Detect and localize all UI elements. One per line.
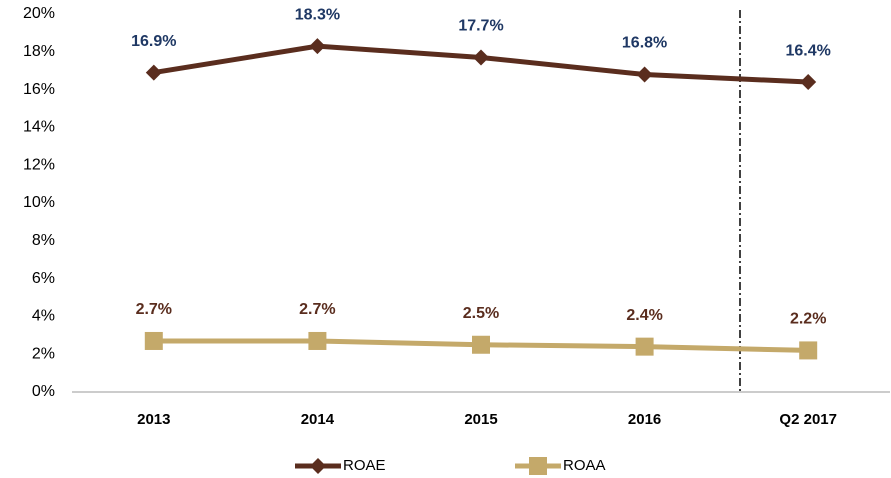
legend-label: ROAE (343, 457, 386, 474)
data-point (308, 331, 327, 350)
x-tick-label: 2016 (628, 411, 661, 428)
data-label: 16.9% (131, 33, 176, 50)
data-point (473, 49, 489, 66)
data-label: 17.7% (458, 18, 503, 35)
y-tick-label: 20% (23, 5, 55, 22)
x-tick-label: 2015 (464, 411, 497, 428)
y-tick-label: 18% (23, 43, 55, 60)
data-point (799, 341, 818, 360)
data-label: 16.8% (622, 35, 667, 52)
x-tick-label: Q2 2017 (779, 411, 837, 428)
data-label: 2.7% (136, 301, 172, 318)
x-tick-label: 2013 (137, 411, 170, 428)
data-point (635, 337, 654, 356)
y-tick-label: 12% (23, 156, 55, 173)
data-label: 2.4% (626, 307, 662, 324)
y-tick-label: 0% (32, 383, 55, 400)
data-point (472, 335, 490, 354)
data-point (800, 74, 817, 91)
y-tick-label: 6% (32, 270, 55, 287)
legend-label: ROAA (563, 457, 606, 474)
data-point (145, 64, 162, 81)
data-point (144, 331, 163, 350)
legend-marker (310, 458, 326, 474)
data-label: 2.5% (463, 305, 499, 322)
data-label: 2.7% (299, 301, 335, 318)
y-tick-label: 2% (32, 345, 55, 362)
x-tick-label: 2014 (301, 411, 335, 428)
y-tick-label: 4% (32, 308, 55, 325)
y-tick-label: 14% (23, 119, 55, 136)
legend-marker (529, 457, 547, 475)
y-tick-label: 10% (23, 194, 55, 211)
data-point (636, 66, 653, 83)
y-tick-label: 8% (32, 232, 55, 249)
data-label: 16.4% (786, 42, 831, 59)
y-tick-label: 16% (23, 81, 55, 98)
data-label: 18.3% (295, 6, 340, 23)
data-point (309, 38, 326, 55)
data-label: 2.2% (790, 311, 826, 328)
